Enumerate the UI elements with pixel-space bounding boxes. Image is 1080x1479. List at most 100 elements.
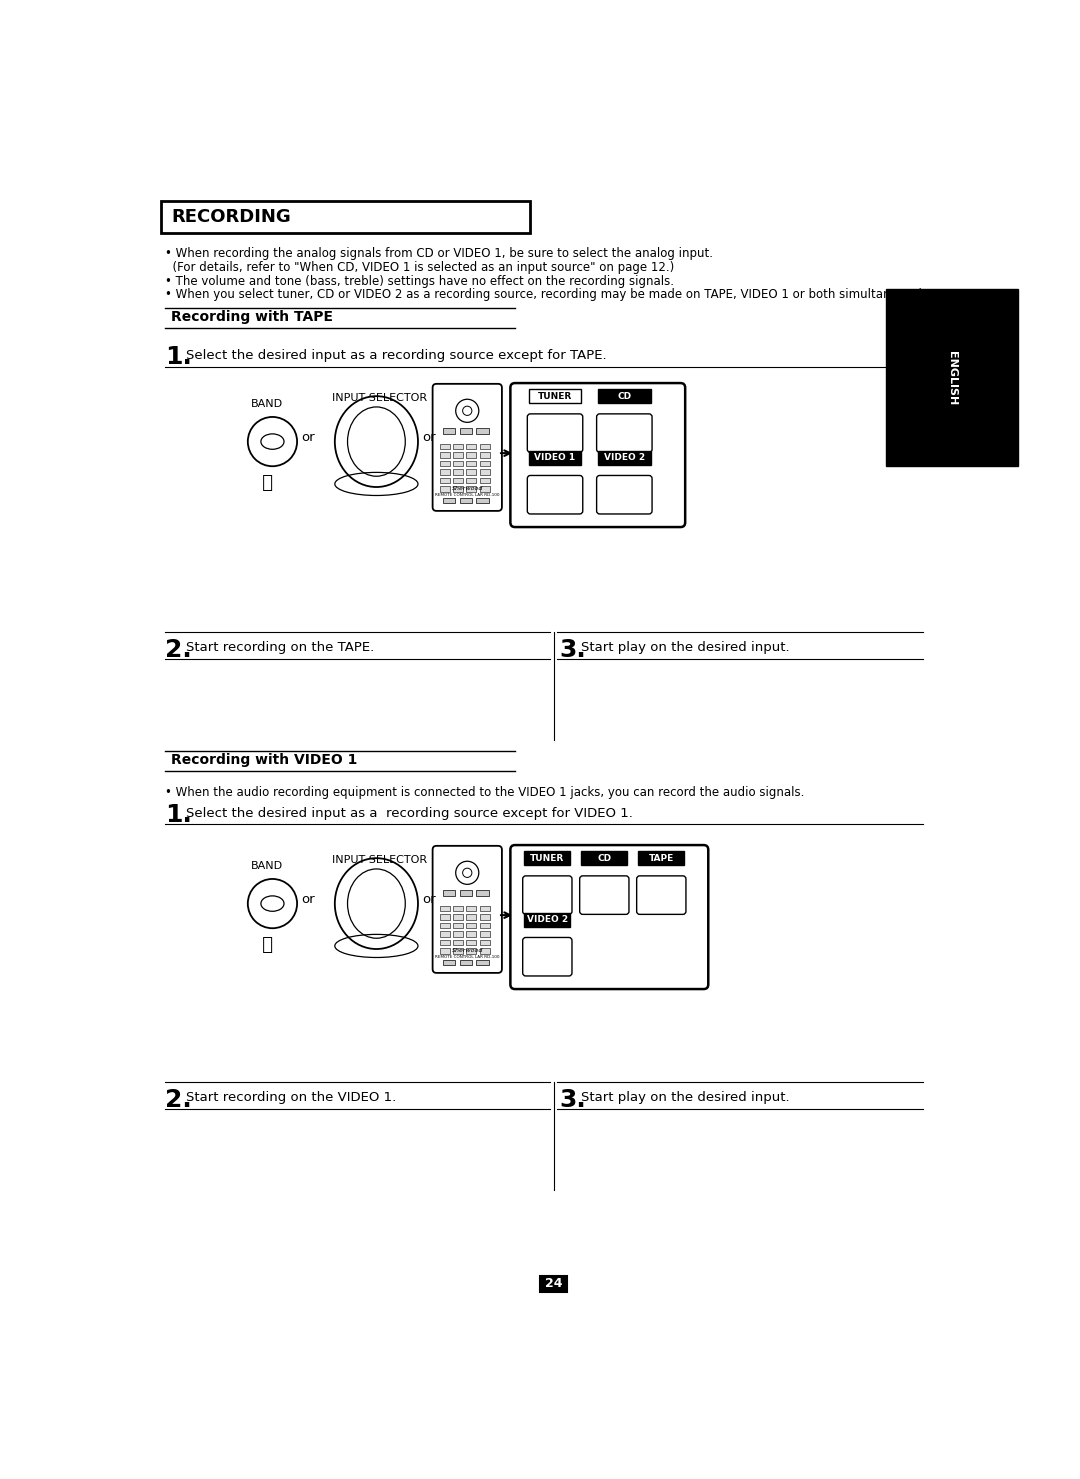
Text: TUNER: TUNER [538, 392, 572, 401]
Bar [161, 201, 530, 232]
Text: ENGLISH: ENGLISH [947, 351, 957, 405]
Text: REMOTE CONTROL LAR RD-100: REMOTE CONTROL LAR RD-100 [435, 955, 500, 960]
Text: 👆: 👆 [261, 935, 272, 952]
FancyBboxPatch shape [511, 845, 708, 989]
Bar [441, 478, 450, 484]
Text: (For details, refer to "When CD, VIDEO 1 is selected as an input source" on page: (For details, refer to "When CD, VIDEO 1… [164, 260, 674, 274]
Bar [454, 939, 463, 945]
FancyBboxPatch shape [523, 938, 572, 976]
Bar [441, 453, 450, 458]
Text: • When recording the analog signals from CD or VIDEO 1, be sure to select the an: • When recording the analog signals from… [164, 247, 713, 260]
Text: Sherwood: Sherwood [451, 948, 483, 954]
Bar [443, 427, 455, 433]
Bar [454, 469, 463, 475]
FancyBboxPatch shape [580, 876, 629, 914]
Text: RECORDING: RECORDING [172, 207, 292, 226]
Text: • When the audio recording equipment is connected to the VIDEO 1 jacks, you can : • When the audio recording equipment is … [164, 785, 804, 799]
Bar [467, 478, 476, 484]
Text: VIDEO 1: VIDEO 1 [535, 453, 576, 463]
Text: INPUT SELECTOR: INPUT SELECTOR [332, 393, 427, 404]
Bar [454, 923, 463, 929]
Bar [476, 960, 489, 966]
Text: 3.: 3. [559, 1089, 586, 1112]
Text: or: or [422, 893, 436, 907]
Text: Sherwood: Sherwood [451, 487, 483, 491]
Bar [480, 487, 489, 491]
Bar [480, 461, 489, 466]
Text: 24: 24 [544, 1278, 563, 1291]
Bar [460, 427, 472, 433]
Bar [524, 913, 570, 927]
Bar [441, 914, 450, 920]
Text: • When you select tuner, CD or VIDEO 2 as a recording source, recording may be m: • When you select tuner, CD or VIDEO 2 a… [164, 288, 931, 302]
Bar [441, 923, 450, 929]
FancyBboxPatch shape [511, 383, 685, 527]
Bar [524, 852, 570, 865]
Text: Start play on the desired input.: Start play on the desired input. [581, 640, 789, 654]
Text: BAND: BAND [251, 861, 283, 871]
Bar [454, 487, 463, 491]
Bar [480, 469, 489, 475]
Bar [441, 939, 450, 945]
Text: 2.: 2. [164, 637, 191, 663]
Text: 3.: 3. [559, 637, 586, 663]
Bar [638, 852, 685, 865]
Bar [441, 461, 450, 466]
Text: or: or [301, 432, 315, 444]
Text: or: or [422, 432, 436, 444]
Bar [476, 890, 489, 896]
Text: TUNER: TUNER [530, 853, 565, 862]
Bar [529, 389, 581, 404]
Bar [467, 932, 476, 936]
Bar [443, 960, 455, 966]
Bar [467, 907, 476, 911]
Text: REMOTE CONTROL LAR RD-100: REMOTE CONTROL LAR RD-100 [435, 493, 500, 497]
Text: 1.: 1. [164, 803, 191, 827]
Text: • The volume and tone (bass, treble) settings have no effect on the recording si: • The volume and tone (bass, treble) set… [164, 275, 674, 287]
Bar [540, 1276, 567, 1291]
FancyBboxPatch shape [527, 414, 583, 453]
Bar [454, 453, 463, 458]
Bar [454, 932, 463, 936]
Bar [454, 914, 463, 920]
Bar [480, 444, 489, 450]
Bar [441, 469, 450, 475]
Bar [480, 478, 489, 484]
Bar [454, 907, 463, 911]
Bar [480, 939, 489, 945]
Text: VIDEO 2: VIDEO 2 [527, 916, 568, 924]
Bar [467, 923, 476, 929]
Bar [467, 461, 476, 466]
Bar [441, 932, 450, 936]
FancyBboxPatch shape [596, 475, 652, 515]
Text: 2.: 2. [164, 1089, 191, 1112]
Bar [598, 451, 650, 464]
Text: Start recording on the VIDEO 1.: Start recording on the VIDEO 1. [186, 1092, 396, 1105]
Text: CD: CD [618, 392, 632, 401]
FancyBboxPatch shape [433, 846, 502, 973]
FancyBboxPatch shape [596, 414, 652, 453]
FancyBboxPatch shape [527, 475, 583, 515]
Bar [467, 914, 476, 920]
Bar [454, 478, 463, 484]
Text: Recording with VIDEO 1: Recording with VIDEO 1 [171, 753, 357, 766]
Bar [441, 487, 450, 491]
Bar [460, 890, 472, 896]
Bar [443, 498, 455, 503]
Bar [443, 890, 455, 896]
Bar [480, 453, 489, 458]
Text: INPUT SELECTOR: INPUT SELECTOR [332, 855, 427, 865]
Bar [467, 469, 476, 475]
Bar [476, 498, 489, 503]
Text: CD: CD [597, 853, 611, 862]
Text: Start play on the desired input.: Start play on the desired input. [581, 1092, 789, 1105]
Text: TAPE: TAPE [649, 853, 674, 862]
Bar [480, 914, 489, 920]
Text: Start recording on the TAPE.: Start recording on the TAPE. [186, 640, 375, 654]
FancyBboxPatch shape [433, 385, 502, 510]
Bar [441, 948, 450, 954]
Bar [454, 444, 463, 450]
Bar [467, 948, 476, 954]
Bar [441, 907, 450, 911]
Text: Select the desired input as a recording source except for TAPE.: Select the desired input as a recording … [186, 349, 607, 362]
